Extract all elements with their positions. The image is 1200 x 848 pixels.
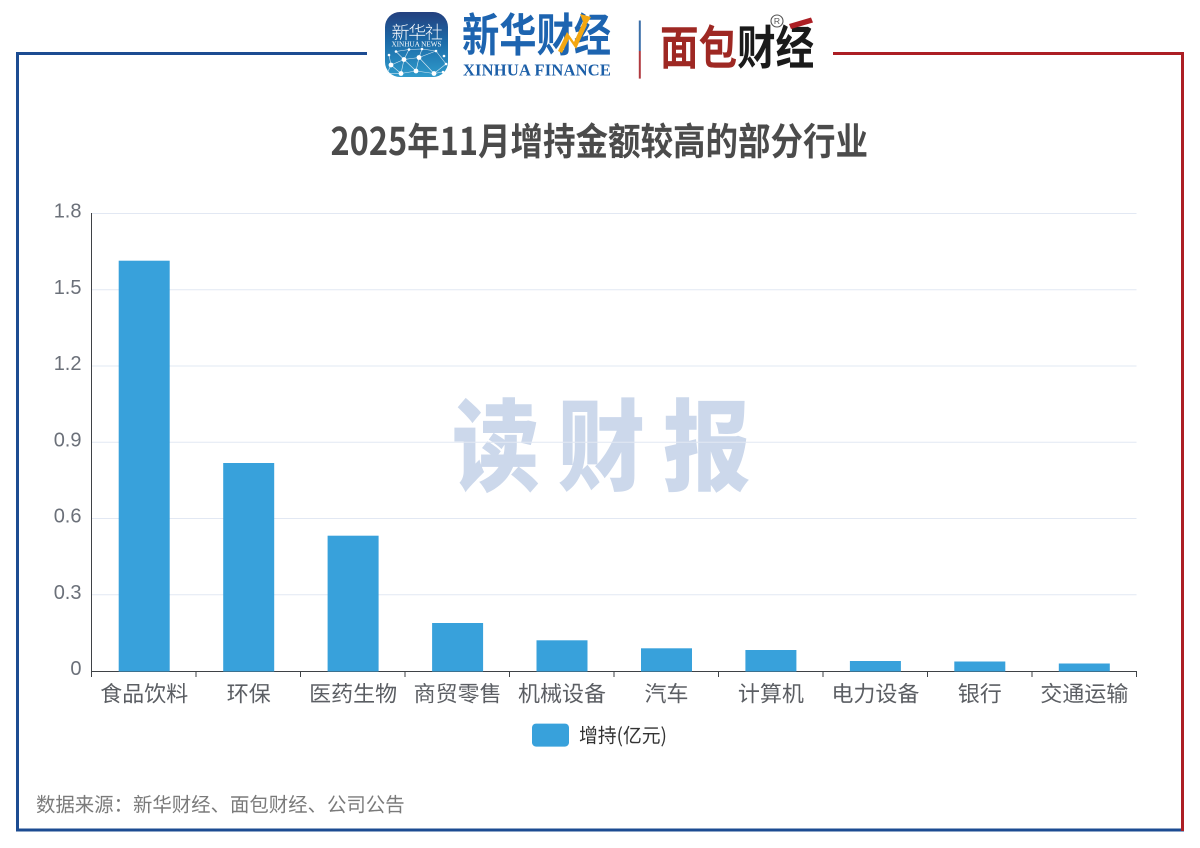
svg-text:1.2: 1.2 [54,353,82,375]
svg-text:XINHUA FINANCE: XINHUA FINANCE [463,61,611,80]
svg-text:0.6: 0.6 [54,506,82,528]
svg-text:0.9: 0.9 [54,430,82,452]
svg-text:R: R [774,16,780,26]
svg-text:1.8: 1.8 [54,201,82,223]
svg-text:XINHUA NEWS: XINHUA NEWS [391,40,441,48]
svg-text:0: 0 [70,658,81,680]
svg-text:0.3: 0.3 [54,582,82,604]
svg-text:1.5: 1.5 [54,277,82,299]
